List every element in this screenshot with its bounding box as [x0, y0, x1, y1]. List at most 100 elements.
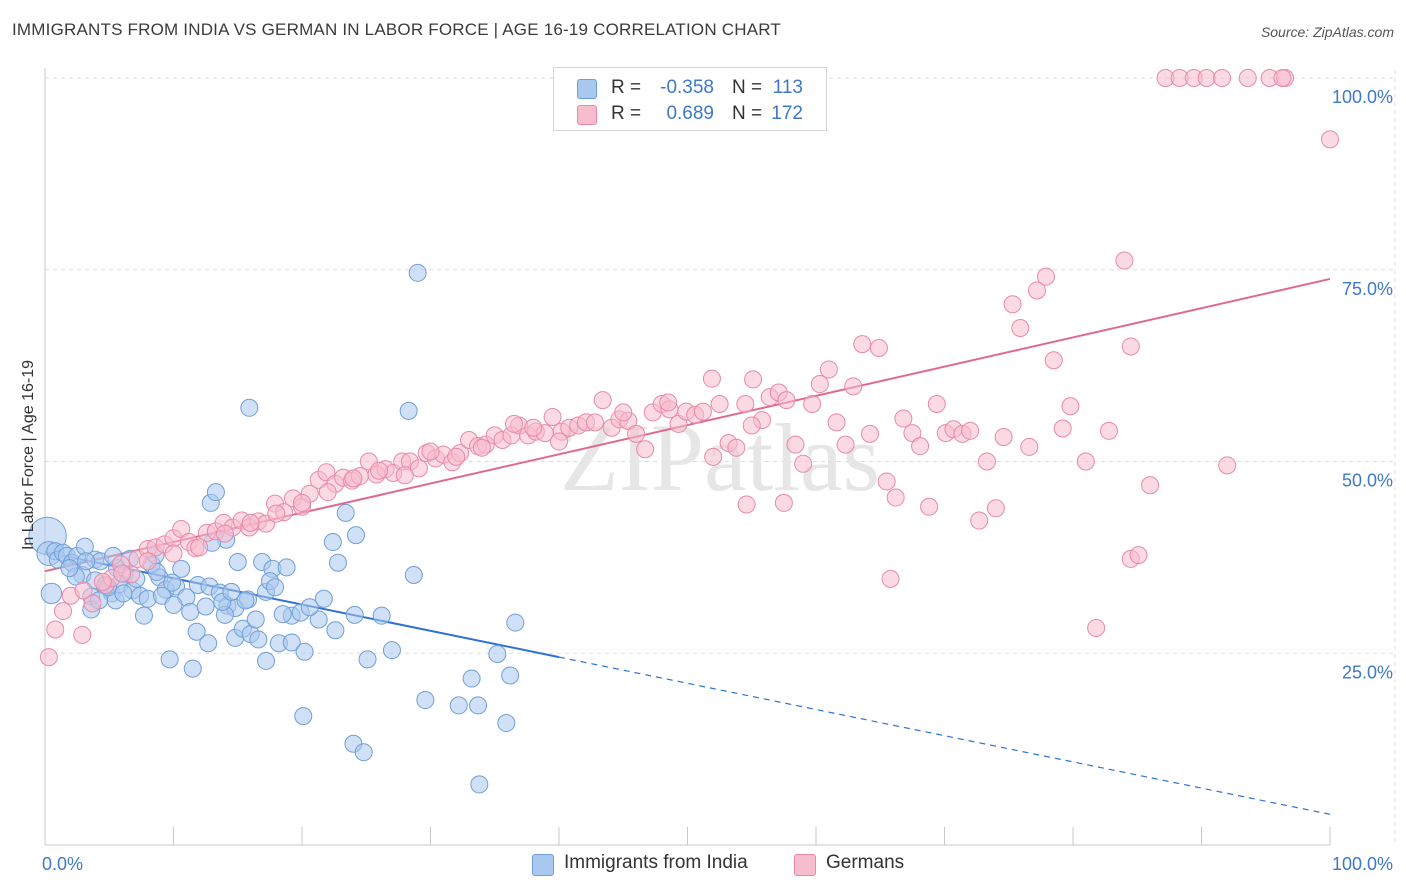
germans-point	[881, 569, 900, 588]
india-point	[187, 622, 206, 641]
germans-point	[819, 360, 838, 379]
india-point	[358, 650, 377, 669]
germans-point	[803, 394, 822, 413]
germans-point	[614, 403, 633, 422]
germans-point	[1044, 351, 1063, 370]
india-point	[160, 650, 179, 669]
germans-legend-swatch	[794, 854, 816, 876]
legend-row-india: R = -0.358 N = 113	[554, 76, 826, 102]
germans-point	[53, 602, 72, 621]
germans-point	[93, 572, 112, 591]
y-tick-label: 75.0%	[1342, 279, 1393, 299]
germans-point	[241, 513, 260, 532]
germans-point	[472, 438, 491, 457]
germans-point	[920, 497, 939, 516]
india-point	[273, 605, 292, 624]
germans-point	[190, 538, 209, 557]
x-tick-label: 0.0%	[42, 854, 83, 874]
india-point	[449, 696, 468, 715]
germans-point	[83, 594, 102, 613]
germans-point	[524, 418, 543, 437]
india-trend-extension	[558, 656, 1331, 815]
india-point	[372, 606, 391, 625]
germans-point	[1129, 546, 1148, 565]
india-point	[294, 707, 313, 726]
india-point	[236, 591, 255, 610]
chart-title: IMMIGRANTS FROM INDIA VS GERMAN IN LABOR…	[12, 20, 781, 39]
tick-labels: 0.0% 100.0% 25.0% 50.0% 75.0% 100.0%	[42, 87, 1393, 874]
germans-point	[73, 625, 92, 644]
germans-point	[774, 493, 793, 512]
germans-point	[74, 581, 93, 600]
germans-point	[39, 648, 58, 667]
germans-point	[810, 375, 829, 394]
germans-point	[1213, 69, 1232, 87]
germans-point	[344, 469, 363, 488]
germans-point	[593, 391, 612, 410]
r-label: R =	[611, 77, 642, 98]
india-point	[183, 659, 202, 678]
germans-point	[1121, 337, 1140, 356]
germans-point	[977, 452, 996, 471]
india-point	[163, 573, 182, 592]
germans-point	[1011, 319, 1030, 338]
germans-point	[46, 620, 65, 639]
germans-point	[659, 393, 678, 412]
germans-point	[505, 414, 524, 433]
india-point	[60, 559, 79, 578]
india-point	[506, 613, 525, 632]
r-value: 0.689	[666, 103, 714, 124]
source-label: Source: ZipAtlas.com	[1260, 24, 1394, 40]
germans-point	[704, 447, 723, 466]
india-point	[408, 263, 427, 282]
india-point	[346, 526, 365, 545]
india-point	[399, 401, 418, 420]
germans-point	[886, 488, 905, 507]
india-point	[295, 642, 314, 661]
india-point	[326, 621, 345, 640]
india-point	[134, 606, 153, 625]
india-point	[470, 775, 489, 794]
india-point	[164, 595, 183, 614]
germans-point	[853, 335, 872, 354]
india-point	[246, 610, 265, 629]
india-point	[257, 651, 276, 670]
germans-point	[1028, 281, 1047, 300]
india-point	[469, 696, 488, 715]
india-point	[309, 610, 328, 629]
germans-point	[1099, 421, 1118, 440]
y-tick-label: 100.0%	[1332, 87, 1393, 107]
germans-point	[860, 424, 879, 443]
germans-point	[1053, 419, 1072, 438]
india-point	[222, 582, 241, 601]
germans-point	[293, 493, 311, 512]
germans-point	[911, 437, 930, 456]
germans-point	[869, 338, 888, 357]
germans-swatch	[577, 105, 597, 125]
germans-point	[844, 377, 863, 396]
germans-point	[927, 394, 946, 413]
germans-point	[961, 421, 980, 440]
germans-point	[1087, 618, 1106, 637]
germans-point	[267, 504, 286, 523]
germans-point	[585, 413, 604, 432]
india-point	[77, 552, 96, 571]
india-point	[336, 503, 355, 522]
germans-point	[1003, 295, 1022, 314]
germans-point	[395, 466, 414, 485]
n-value: 172	[771, 103, 803, 124]
germans-point	[736, 394, 755, 413]
correlation-legend: R = -0.358 N = 113 R = 0.689 N = 172	[553, 67, 827, 131]
series-legend: Immigrants from India Germans	[0, 852, 1406, 878]
germans-point	[1238, 69, 1257, 87]
india-legend-label: Immigrants from India	[564, 852, 748, 873]
germans-point	[986, 499, 1005, 518]
germans-point	[786, 435, 805, 454]
germans-point	[1321, 130, 1339, 149]
legend-row-germans: R = 0.689 N = 172	[554, 102, 826, 128]
india-point	[323, 533, 342, 552]
india-point	[181, 602, 200, 621]
india-point	[416, 691, 435, 710]
germans-point	[543, 408, 562, 427]
